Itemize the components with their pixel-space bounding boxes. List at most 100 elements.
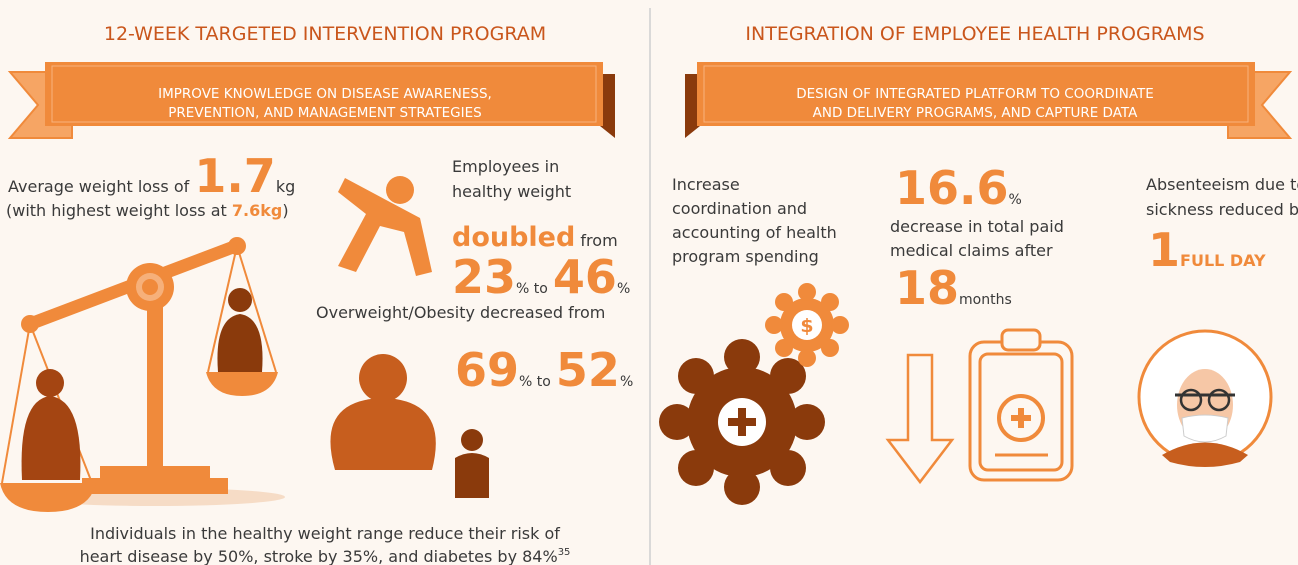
sick-face-icon (1137, 329, 1273, 467)
sick-face-icon-part (1181, 414, 1229, 443)
footnote-line: heart disease by 50%, stroke by 35%, and… (80, 547, 558, 565)
highlight: doubled (452, 222, 575, 253)
stat-text: Employees in (452, 157, 559, 176)
stat-text: medical claims after (890, 241, 1053, 260)
clipboard-icon-part (978, 352, 1064, 472)
stat-value: 1.7 (194, 149, 276, 203)
stat-text: program spending (672, 247, 819, 266)
gear-icon-part-part (831, 316, 849, 334)
panel-title: INTEGRATION OF EMPLOYEE HEALTH PROGRAMS (745, 23, 1204, 45)
scale-icon-part (36, 369, 64, 397)
right-panel: INTEGRATION OF EMPLOYEE HEALTH PROGRAMS … (659, 23, 1298, 505)
scale-icon-part (207, 245, 238, 373)
stretch-icon-part (338, 178, 432, 276)
stat-value: 16.6 (895, 161, 1009, 215)
banner-text: DESIGN OF INTEGRATED PLATFORM TO COORDIN… (796, 86, 1154, 102)
people-icon-part (455, 453, 489, 498)
stat-text: sickness reduced by (1146, 200, 1298, 219)
gear-icon-part-part (724, 469, 760, 505)
stat-text: doubled from (452, 222, 618, 253)
people-icon (330, 354, 489, 498)
gear-icon-part (728, 418, 756, 426)
stat-value: 23 (452, 250, 516, 304)
people-icon-part (359, 354, 407, 402)
stat-value: 52 (556, 343, 620, 397)
stat-value: 7.6kg (232, 201, 282, 220)
scale-icon-part (100, 466, 210, 480)
stat-text: healthy weight (452, 182, 571, 201)
people-icon-part (461, 429, 483, 451)
stat-text: Overweight/Obesity decreased from (316, 303, 605, 322)
stat-text: Increase (672, 175, 740, 194)
clipboard-icon-part (1000, 328, 1042, 352)
gear-icon-part-part (798, 349, 816, 367)
unit: % (1009, 192, 1022, 208)
stat-text: 1FULL DAY (1148, 223, 1266, 277)
down-arrow-icon-part (885, 353, 955, 485)
scale-icon-part (0, 483, 96, 512)
footnote: Individuals in the healthy weight range … (90, 524, 560, 543)
sick-face-icon-part (1207, 388, 1231, 412)
gear-icon-part-part (821, 339, 839, 357)
stretch-icon (338, 176, 432, 276)
scale-icon-part (142, 279, 158, 295)
stat-value: 46 (553, 250, 617, 304)
stat-text: 18months (895, 261, 1012, 315)
gear-icon-part-part (659, 404, 695, 440)
coin-symbol: $ (800, 315, 813, 337)
clipboard-icon-part (997, 394, 1045, 442)
stat-text: Absenteeism due to (1146, 175, 1298, 194)
people-icon-part (330, 398, 436, 470)
stat-text: decrease in total paid (890, 217, 1064, 236)
gear-icon-part-part (770, 450, 806, 486)
stat-text: coordination and (672, 199, 807, 218)
scale-icon (0, 237, 285, 512)
stat-text: Average weight loss of 1.7kg (8, 149, 295, 203)
gear-icon-part-part (798, 283, 816, 301)
footnote: heart disease by 50%, stroke by 35%, and… (80, 547, 571, 565)
stat-text: 23% to 46% (452, 250, 630, 304)
label: (with highest weight loss at (6, 201, 227, 220)
down-arrow-icon (885, 353, 955, 485)
scale-icon-part (236, 245, 277, 373)
stat-text: accounting of health (672, 223, 837, 242)
gear-icon-part-part (775, 293, 793, 311)
scale-icon-part (206, 372, 278, 396)
banner-text: PREVENTION, AND MANAGEMENT STRATEGIES (168, 105, 481, 121)
gear-icon-part-part (765, 316, 783, 334)
unit: kg (276, 177, 295, 196)
unit: % (617, 281, 630, 297)
stat-value: 1 (1148, 223, 1180, 277)
scale-icon-part (228, 288, 252, 312)
gear-icon-part (659, 339, 825, 505)
label: ) (282, 201, 288, 220)
panel-title: 12-WEEK TARGETED INTERVENTION PROGRAM (104, 23, 546, 45)
sick-face-icon-part (1162, 442, 1248, 467)
gear-icon-part-part (678, 450, 714, 486)
gear-icon-part-part (821, 293, 839, 311)
gear-icon-part (792, 310, 822, 340)
stat-value: 18 (895, 261, 959, 315)
gear-icon: $ (659, 283, 849, 505)
stat-note: (with highest weight loss at 7.6kg) (6, 201, 289, 220)
clipboard-icon-part (1011, 415, 1031, 421)
stretch-icon-part (386, 176, 414, 204)
left-panel: 12-WEEK TARGETED INTERVENTION PROGRAM IM… (0, 23, 633, 565)
gear-icon-part-part (789, 404, 825, 440)
banner-text: IMPROVE KNOWLEDGE ON DISEASE AWARENESS, (158, 86, 492, 102)
banner-text: AND DELIVERY PROGRAMS, AND CAPTURE DATA (813, 105, 1138, 121)
label: % to (516, 281, 548, 297)
sick-face-icon-part (1179, 388, 1203, 412)
scale-icon-part (82, 478, 228, 494)
scale-icon-part (217, 314, 263, 372)
label: from (580, 231, 617, 250)
clipboard-icon (968, 328, 1074, 482)
label: % to (519, 374, 551, 390)
scale-icon-part (147, 280, 163, 470)
gear-icon-part-part (775, 339, 793, 357)
gear-icon-part-part (770, 358, 806, 394)
stat-text: 16.6% (895, 161, 1022, 215)
label: Average weight loss of (8, 177, 190, 196)
gear-icon-part (765, 283, 849, 367)
